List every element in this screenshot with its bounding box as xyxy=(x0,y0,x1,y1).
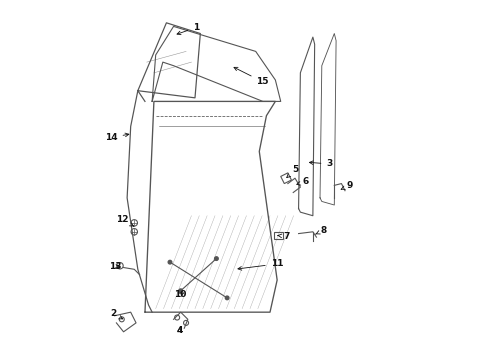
Text: 15: 15 xyxy=(234,67,269,86)
Text: 7: 7 xyxy=(278,232,290,241)
Text: 8: 8 xyxy=(316,226,327,235)
Text: 13: 13 xyxy=(109,262,121,271)
Text: 11: 11 xyxy=(238,260,283,270)
Text: 14: 14 xyxy=(105,133,129,142)
Text: 10: 10 xyxy=(174,290,187,299)
Text: 6: 6 xyxy=(297,177,309,186)
Circle shape xyxy=(225,296,229,300)
Circle shape xyxy=(168,260,172,264)
Text: 3: 3 xyxy=(309,159,333,168)
Text: 9: 9 xyxy=(341,181,353,190)
Circle shape xyxy=(215,257,218,260)
Circle shape xyxy=(179,289,182,293)
Text: 1: 1 xyxy=(177,23,199,35)
Text: 12: 12 xyxy=(116,215,134,226)
Text: 2: 2 xyxy=(110,310,122,319)
Text: 4: 4 xyxy=(176,326,183,335)
Bar xyxy=(273,232,283,239)
Text: 5: 5 xyxy=(287,165,298,177)
